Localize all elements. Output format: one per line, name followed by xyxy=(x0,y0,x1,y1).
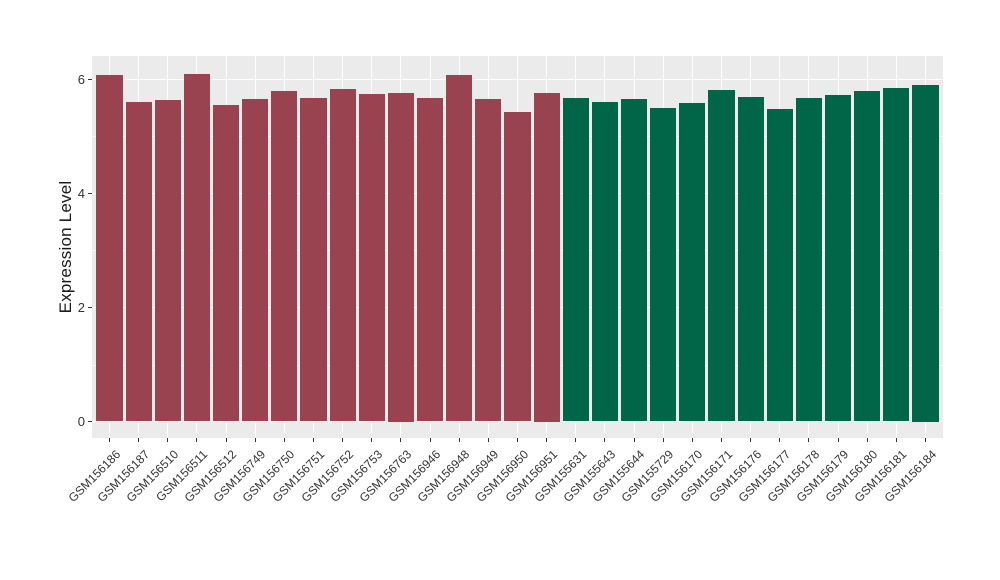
bar-GSM156171 xyxy=(708,89,735,422)
bar-GSM156511 xyxy=(183,73,210,422)
x-tick xyxy=(721,438,722,442)
bar-GSM156950 xyxy=(504,111,531,422)
bar-GSM156176 xyxy=(737,97,764,422)
x-tick xyxy=(837,438,839,442)
x-tick xyxy=(458,438,460,442)
bar-GSM156170 xyxy=(679,103,706,422)
bar-GSM156752 xyxy=(329,89,356,422)
x-tick xyxy=(138,438,140,442)
x-tick xyxy=(633,438,635,442)
x-tick xyxy=(313,438,314,442)
bar-GSM155729 xyxy=(650,107,677,422)
bar-GSM156181 xyxy=(883,87,910,422)
x-tick xyxy=(167,438,169,442)
y-tick-label: 4 xyxy=(77,185,85,201)
plot-panel xyxy=(92,56,943,438)
y-tick-label: 0 xyxy=(77,414,85,429)
x-tick xyxy=(546,438,548,442)
x-tick xyxy=(429,438,431,442)
x-tick xyxy=(283,438,285,442)
y-axis-title: Expression Level xyxy=(56,180,75,314)
bar-GSM155644 xyxy=(621,98,648,422)
bar-GSM156178 xyxy=(795,98,822,422)
y-tick xyxy=(88,421,92,422)
y-tick-label: 2 xyxy=(77,299,85,315)
bar-GSM156184 xyxy=(912,84,939,422)
bar-GSM156749 xyxy=(242,99,269,422)
bar-GSM156186 xyxy=(96,74,123,422)
x-tick xyxy=(662,438,664,442)
x-tick xyxy=(808,438,810,442)
bar-GSM156510 xyxy=(154,99,181,422)
x-tick xyxy=(517,438,518,442)
bar-GSM156951 xyxy=(533,92,560,422)
x-tick xyxy=(109,438,110,442)
bar-GSM156180 xyxy=(854,90,881,422)
bar-GSM156177 xyxy=(766,109,793,422)
x-tick xyxy=(779,438,781,442)
bar-GSM155643 xyxy=(591,102,618,422)
x-tick xyxy=(604,438,606,442)
bar-GSM156187 xyxy=(125,102,152,422)
bar-GSM155631 xyxy=(562,97,589,422)
bar-GSM156179 xyxy=(825,94,852,422)
x-tick xyxy=(691,438,693,442)
bar-GSM156753 xyxy=(358,94,385,422)
bar-GSM156949 xyxy=(475,99,502,422)
x-tick xyxy=(750,438,752,442)
x-tick xyxy=(895,438,897,442)
bar-GSM156750 xyxy=(271,91,298,422)
x-tick xyxy=(342,438,344,442)
x-tick xyxy=(925,438,926,442)
bar-GSM156948 xyxy=(446,75,473,422)
x-tick xyxy=(196,438,198,442)
x-tick xyxy=(487,438,489,442)
x-tick xyxy=(371,438,373,442)
y-tick xyxy=(88,306,92,308)
x-tick xyxy=(254,438,256,442)
x-tick xyxy=(225,438,227,442)
bar-GSM156512 xyxy=(212,105,240,422)
x-tick xyxy=(575,438,577,442)
bar-GSM156763 xyxy=(387,92,414,422)
bar-GSM156946 xyxy=(417,98,444,422)
y-tick-label: 6 xyxy=(77,71,85,87)
x-tick xyxy=(400,438,402,442)
y-tick xyxy=(88,192,92,194)
bar-GSM156751 xyxy=(300,97,327,422)
x-tick xyxy=(866,438,868,442)
y-tick xyxy=(88,78,92,80)
